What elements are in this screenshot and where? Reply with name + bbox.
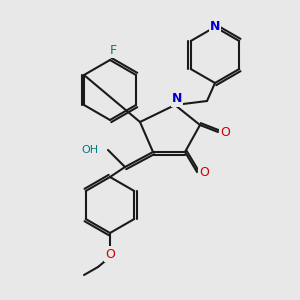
Text: N: N	[172, 92, 182, 106]
Text: O: O	[105, 248, 115, 260]
Text: OH: OH	[82, 145, 99, 155]
Text: O: O	[220, 125, 230, 139]
Text: O: O	[199, 166, 209, 178]
Text: N: N	[210, 20, 220, 34]
Text: F: F	[110, 44, 117, 56]
